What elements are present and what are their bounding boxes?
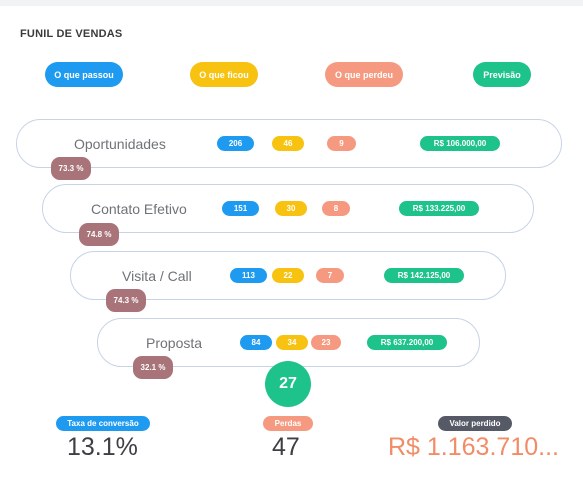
stage-lost-count: 9 <box>327 136 356 151</box>
stage-passed-count: 151 <box>222 201 259 216</box>
stage-stayed-count: 34 <box>276 335 308 350</box>
legend-forecast[interactable]: Previsão <box>473 62 531 87</box>
stage-lost-count: 7 <box>316 268 344 283</box>
legend-stayed[interactable]: O que ficou <box>190 62 258 87</box>
stage-stayed-count: 30 <box>275 201 307 216</box>
legend-passed[interactable]: O que passou <box>45 62 123 87</box>
conversion-rate-label: Taxa de conversão <box>56 416 150 431</box>
final-count-circle: 27 <box>265 361 311 407</box>
conversion-rate-badge: 32.1 % <box>133 356 173 379</box>
lost-value-amount: R$ 1.163.710... <box>388 433 559 461</box>
conversion-rate-badge: 74.3 % <box>106 289 146 312</box>
stage-forecast-value: R$ 133.225,00 <box>399 201 479 216</box>
card-title: FUNIL DE VENDAS <box>20 28 123 40</box>
stage-name: Contato Efetivo <box>91 200 187 217</box>
funnel-stage-contato-efetivo[interactable]: Contato Efetivo 151 30 8 R$ 133.225,00 <box>42 184 534 233</box>
losses-label: Perdas <box>263 416 313 431</box>
lost-value-label: Valor perdido <box>438 416 512 431</box>
stage-forecast-value: R$ 142.125,00 <box>384 268 464 283</box>
stage-name: Visita / Call <box>122 267 192 284</box>
funnel-stage-proposta[interactable]: Proposta 84 34 23 R$ 637.200,00 <box>97 318 480 367</box>
stage-passed-count: 84 <box>240 335 272 350</box>
conversion-rate-badge: 74.8 % <box>79 223 119 246</box>
stage-passed-count: 206 <box>217 136 254 151</box>
losses-value: 47 <box>272 433 300 461</box>
stage-stayed-count: 22 <box>272 268 304 283</box>
stage-stayed-count: 46 <box>272 136 304 151</box>
legend-lost[interactable]: O que perdeu <box>325 62 403 87</box>
conversion-rate-value: 13.1% <box>67 433 138 461</box>
stage-name: Proposta <box>146 334 203 351</box>
stage-passed-count: 113 <box>230 268 267 283</box>
conversion-rate-badge: 73.3 % <box>51 157 91 180</box>
stage-name: Oportunidades <box>74 135 166 152</box>
funnel-stage-oportunidades[interactable]: Oportunidades 206 46 9 R$ 106.000,00 <box>16 119 562 168</box>
stage-lost-count: 23 <box>311 335 341 350</box>
stage-forecast-value: R$ 106.000,00 <box>420 136 500 151</box>
stage-forecast-value: R$ 637.200,00 <box>367 335 447 350</box>
stage-lost-count: 8 <box>322 201 350 216</box>
